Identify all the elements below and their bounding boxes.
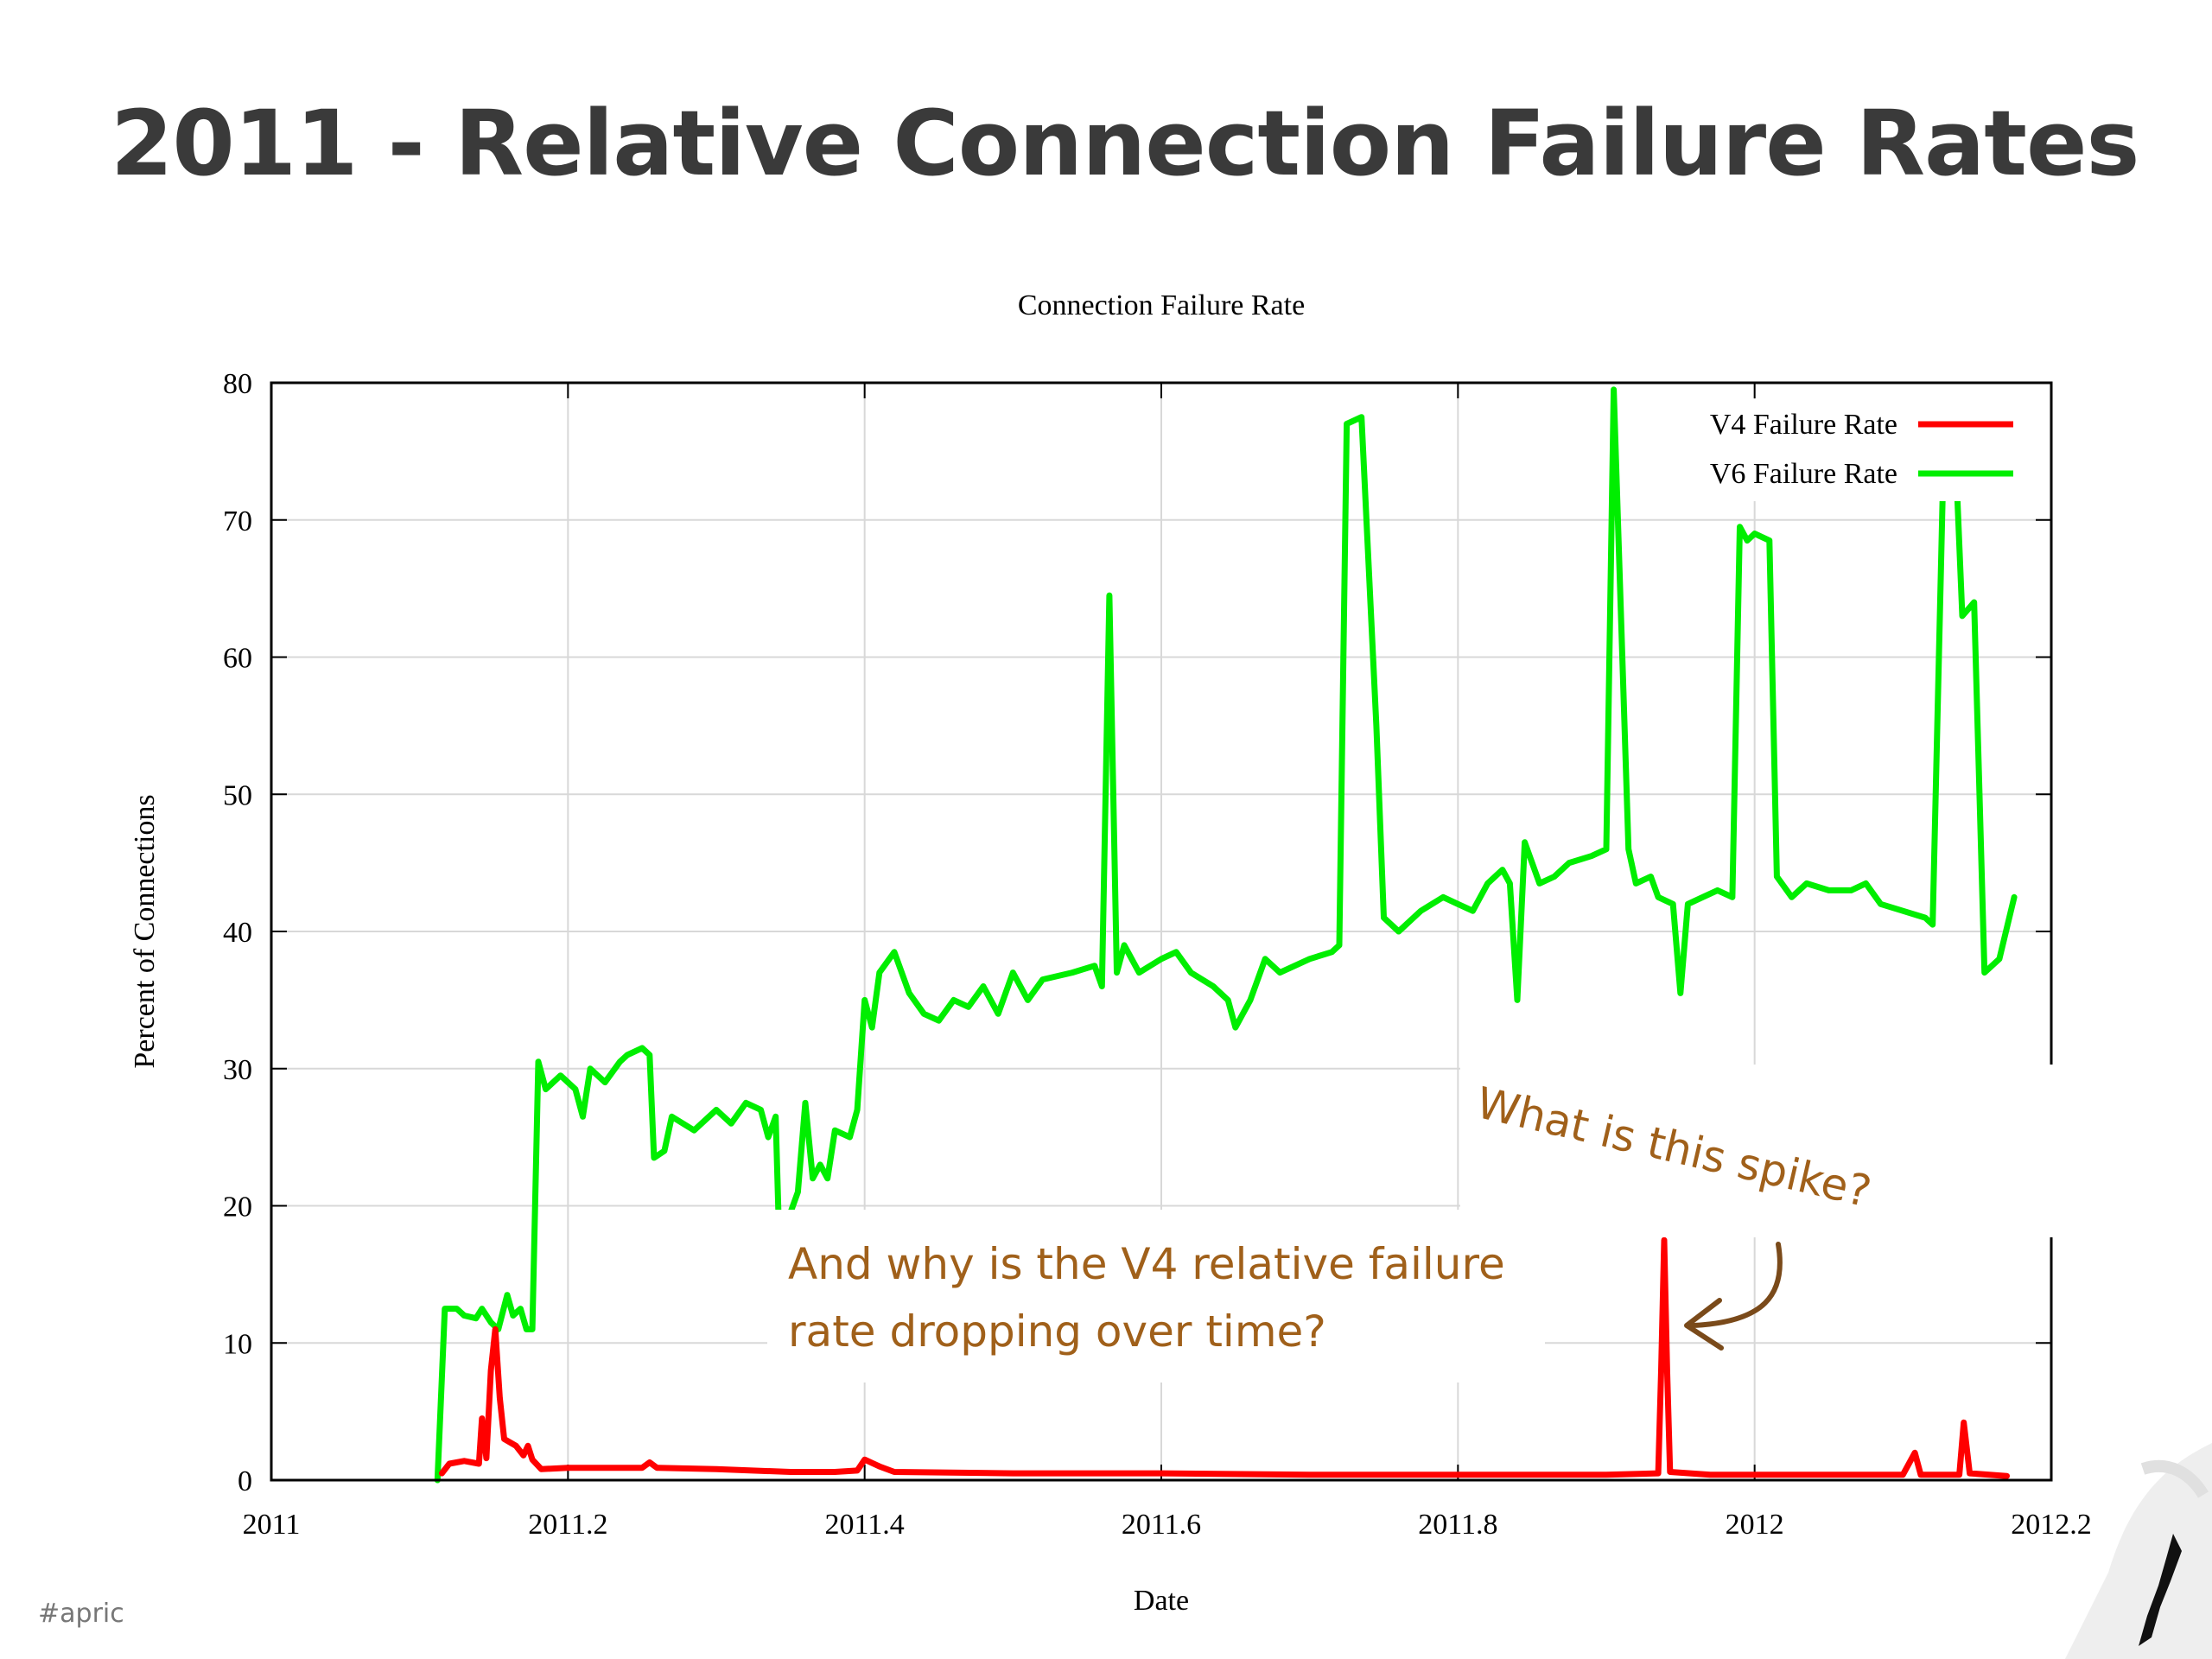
annotation-drop-text-line1: And why is the V4 relative failure [788, 1239, 1505, 1289]
y-axis-ticks: 0 10 20 30 40 50 60 70 80 [223, 368, 2051, 1497]
y-tick-label: 10 [223, 1328, 252, 1360]
y-tick-label: 60 [223, 643, 252, 675]
annotation-drop-background [767, 1210, 1545, 1382]
x-axis-ticks: 2011 2011.2 2011.4 2011.6 2011.8 2012 2012.2 [243, 383, 2092, 1541]
y-tick-label: 50 [223, 779, 252, 811]
x-tick-label: 2012.2 [2011, 1509, 2092, 1541]
legend: V4 Failure Rate V6 Failure Rate [1668, 399, 2031, 501]
annotation-drop-text-line2: rate dropping over time? [788, 1306, 1326, 1357]
y-tick-label: 40 [223, 917, 252, 949]
hashtag-label: #apric [38, 1599, 124, 1629]
y-tick-label: 70 [223, 505, 252, 537]
y-tick-label: 30 [223, 1054, 252, 1086]
y-tick-label: 80 [223, 368, 252, 400]
x-tick-label: 2011.2 [528, 1509, 607, 1541]
x-tick-label: 2011.6 [1122, 1509, 1201, 1541]
curved-arrow-icon [1684, 1242, 1783, 1351]
fern-logo-watermark [2065, 1443, 2212, 1659]
series-v6-failure-rate [434, 386, 2018, 1484]
y-tick-label: 0 [238, 1465, 252, 1497]
x-tick-label: 2012 [1726, 1509, 1784, 1541]
legend-background [1668, 399, 2031, 501]
series-v4-failure-rate [438, 1236, 2010, 1479]
series-line [438, 1236, 2010, 1479]
y-tick-label: 20 [223, 1192, 252, 1224]
y-axis-label: Percent of Connections [129, 794, 161, 1068]
x-tick-label: 2011 [243, 1509, 301, 1541]
plot-frame [270, 381, 2053, 1482]
slide-title: 2011 - Relative Connection Failure Rates [111, 91, 2139, 196]
x-tick-label: 2011.8 [1418, 1509, 1497, 1541]
series-line [434, 386, 2018, 1484]
chart-title: Connection Failure Rate [1018, 289, 1305, 321]
x-tick-label: 2011.4 [825, 1509, 905, 1541]
x-axis-label: Date [1134, 1585, 1189, 1617]
legend-label-v4: V4 Failure Rate [1710, 409, 1897, 441]
annotation-spike-background [1460, 1065, 2056, 1237]
legend-label-v6: V6 Failure Rate [1710, 458, 1897, 490]
